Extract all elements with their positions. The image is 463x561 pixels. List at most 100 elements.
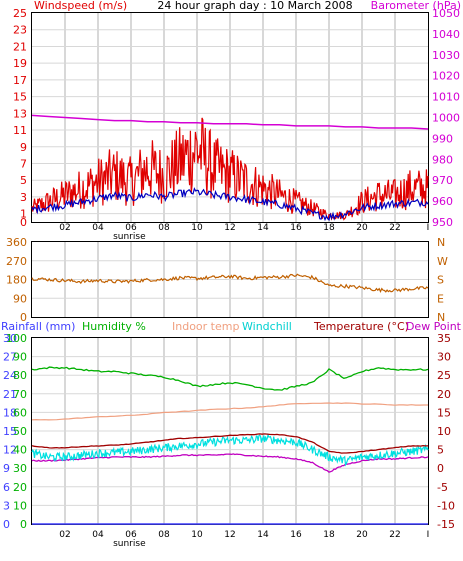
windspeed-tick: 13 [13, 107, 27, 120]
barometer-tick: 980 [432, 153, 453, 166]
sunrise-label: sunrise [113, 539, 146, 549]
wind-average-series [31, 187, 429, 222]
windspeed-series [31, 117, 429, 221]
indoor-temp-series [31, 402, 428, 421]
barometer-tick: 990 [432, 132, 453, 145]
x-tick-label: 16 [290, 530, 302, 540]
rainfall-tick: 21 [3, 388, 17, 401]
x-tick-label: 08 [158, 530, 170, 540]
windspeed-tick: 3 [20, 191, 27, 204]
humidity-tick: 80 [13, 369, 27, 382]
rainfall-title: Rainfall (mm) [1, 320, 75, 333]
x-tick-label: 02 [59, 530, 70, 540]
x-tick-label: 18 [323, 223, 335, 233]
x-tick-label: 04 [92, 223, 104, 233]
barometer-tick: 950 [432, 216, 453, 229]
rainfall-tick: 6 [3, 481, 10, 494]
sunrise-label: sunrise [113, 232, 146, 242]
temperature-tick: -10 [437, 499, 455, 512]
windspeed-tick: 5 [20, 174, 27, 187]
barometer-series [31, 114, 429, 130]
x-tick-label: 12 [224, 223, 235, 233]
rainfall-tick: 27 [3, 351, 17, 364]
windspeed-tick: 0 [20, 216, 27, 229]
wind-direction-tick: 90 [13, 292, 27, 305]
x-tick-label: 22 [389, 530, 400, 540]
temperature-tick: -15 [437, 518, 455, 531]
temperature-tick: 35 [437, 332, 451, 345]
humidity-tick: 0 [20, 518, 27, 531]
rainfall-tick: 0 [3, 518, 10, 531]
rainfall-tick: 24 [3, 369, 17, 382]
temperature-tick: 5 [437, 444, 444, 457]
x-tick-label: 10 [191, 530, 203, 540]
rainfall-tick: 3 [3, 499, 10, 512]
windspeed-tick: 23 [13, 24, 27, 37]
temperature-tick: 10 [437, 425, 451, 438]
windspeed-tick: 25 [13, 7, 27, 20]
x-tick-label: 14 [257, 530, 269, 540]
x-tick-label: 10 [191, 223, 203, 233]
compass-tick: W [437, 255, 448, 268]
humidity-tick: 40 [13, 444, 27, 457]
compass-tick: N [437, 311, 445, 324]
barometer-title: Barometer (hPa) [371, 0, 461, 12]
barometer-tick: 1000 [432, 112, 460, 125]
x-tick-label: 08 [158, 223, 170, 233]
x-tick-label: 16 [290, 223, 302, 233]
rainfall-tick: 15 [3, 425, 17, 438]
x-tick-label: 04 [92, 530, 104, 540]
temperature-tick: 15 [437, 406, 451, 419]
rainfall-tick: 9 [3, 462, 10, 475]
windspeed-tick: 15 [13, 91, 27, 104]
windspeed-tick: 11 [13, 124, 27, 137]
compass-tick: S [437, 274, 444, 287]
x-tick-label: 06 [125, 530, 137, 540]
x-tick-label: 12 [224, 530, 235, 540]
x-tick-label: 06 [125, 223, 137, 233]
windspeed-tick: 17 [13, 74, 27, 87]
x-tick-label: 20 [356, 223, 368, 233]
rainfall-tick: 18 [3, 406, 17, 419]
barometer-tick: 1020 [432, 70, 460, 83]
windspeed-title: Windspeed (m/s) [34, 0, 127, 12]
humidity-tick: 10 [13, 499, 27, 512]
indoor-temp-title: Indoor temp [172, 320, 239, 333]
x-tick-label: 14 [257, 223, 269, 233]
rainfall-tick: 12 [3, 444, 17, 457]
x-tick-label: 22 [389, 223, 400, 233]
humidity-title: Humidity % [82, 320, 146, 333]
temperature-tick: 0 [437, 462, 444, 475]
graph-title: 24 hour graph day : 10 March 2008 [157, 0, 352, 12]
compass-tick: E [437, 292, 444, 305]
humidity-tick: 70 [13, 388, 27, 401]
windchill-title: Windchill [242, 320, 292, 333]
dewpoint-title: Dew Point [406, 320, 462, 333]
axis-labels: 2523211917151311975310105010401030102010… [3, 7, 460, 549]
windchill-series [31, 433, 429, 467]
humidity-series [31, 366, 429, 391]
barometer-tick: 1050 [432, 7, 460, 20]
temperature-tick: -5 [437, 481, 448, 494]
wind-direction-tick: 360 [6, 236, 27, 249]
compass-tick: N [437, 236, 445, 249]
humidity-tick: 100 [6, 332, 27, 345]
barometer-tick: 1040 [432, 28, 460, 41]
x-tick-label: 02 [59, 223, 70, 233]
windspeed-tick: 9 [20, 141, 27, 154]
temperature-tick: 30 [437, 351, 451, 364]
temperature-series [31, 433, 428, 454]
wind-direction-tick: 270 [6, 255, 27, 268]
barometer-tick: 970 [432, 174, 453, 187]
barometer-tick: 1030 [432, 49, 460, 62]
x-tick-label: I [427, 530, 430, 540]
temperature-tick: 25 [437, 369, 451, 382]
windspeed-tick: 21 [13, 40, 27, 53]
rainfall-tick: 30 [3, 332, 17, 345]
windspeed-tick: 7 [20, 157, 27, 170]
humidity-tick: 90 [13, 351, 27, 364]
humidity-tick: 20 [13, 481, 27, 494]
wind-direction-tick: 0 [20, 311, 27, 324]
